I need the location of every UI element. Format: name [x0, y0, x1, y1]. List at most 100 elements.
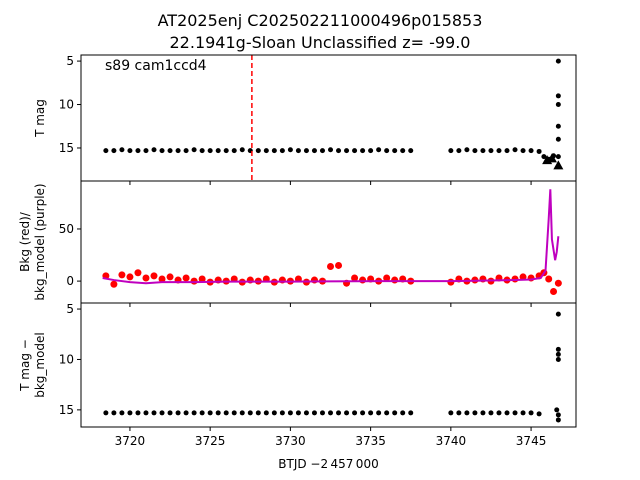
data-point — [127, 410, 133, 416]
plot-area — [103, 311, 561, 423]
data-point — [158, 275, 166, 283]
data-point — [520, 410, 526, 416]
data-point — [255, 410, 261, 416]
data-point — [472, 410, 478, 416]
data-point — [255, 148, 261, 154]
data-point — [555, 93, 561, 99]
x-tick-label: 3740 — [436, 434, 467, 448]
data-point — [103, 410, 109, 416]
data-point — [175, 410, 181, 416]
data-point — [191, 410, 197, 416]
data-point — [536, 148, 542, 154]
data-point — [541, 154, 547, 160]
data-point — [279, 410, 285, 416]
data-point — [555, 351, 561, 357]
data-point — [447, 278, 455, 286]
data-point — [143, 148, 149, 154]
data-point — [472, 148, 478, 154]
data-point — [126, 273, 134, 281]
data-point — [327, 263, 335, 271]
data-point — [127, 148, 133, 154]
y-tick-label: 10 — [59, 98, 74, 112]
data-point — [207, 148, 213, 154]
data-point — [118, 271, 126, 279]
data-point — [550, 288, 558, 296]
data-point — [392, 148, 398, 154]
data-point — [183, 148, 189, 154]
data-point — [303, 148, 309, 154]
data-point — [111, 148, 117, 154]
data-point — [554, 407, 560, 413]
data-point — [151, 147, 157, 153]
data-point — [359, 276, 367, 284]
data-point — [480, 410, 486, 416]
data-point — [134, 269, 142, 277]
data-point — [352, 148, 358, 154]
data-point — [199, 410, 205, 416]
data-point — [496, 148, 502, 154]
data-point — [111, 410, 117, 416]
data-point — [528, 410, 534, 416]
data-point — [528, 148, 534, 154]
data-point — [119, 147, 125, 153]
data-point — [392, 410, 398, 416]
data-point — [352, 410, 358, 416]
data-point — [368, 148, 374, 154]
data-point — [150, 272, 158, 280]
data-point — [199, 148, 205, 154]
data-point — [504, 410, 510, 416]
data-point — [464, 147, 470, 153]
chart-title: 22.1941g-Sloan Unclassified z= -99.0 — [170, 33, 471, 52]
data-point — [175, 148, 181, 154]
data-point — [519, 273, 527, 281]
data-point — [310, 276, 318, 284]
data-point — [555, 154, 561, 160]
data-point — [351, 274, 359, 282]
y-axis-label: T mag − — [18, 339, 32, 392]
axes-frame — [80, 180, 577, 304]
data-point — [336, 148, 342, 154]
data-point — [311, 148, 317, 154]
data-point — [464, 410, 470, 416]
data-point — [103, 148, 109, 154]
y-axis-label: bkg_model (purple) — [33, 183, 47, 300]
data-point — [167, 410, 173, 416]
y-tick-label: 15 — [59, 141, 74, 155]
data-point — [303, 410, 309, 416]
x-tick-label: 3725 — [195, 434, 226, 448]
y-axis-label: T mag — [33, 99, 47, 138]
data-point — [166, 273, 174, 281]
data-point — [110, 280, 118, 288]
data-point — [408, 148, 414, 154]
axes-frame — [80, 302, 577, 428]
data-point — [215, 410, 221, 416]
data-point — [555, 136, 561, 142]
data-point — [207, 410, 213, 416]
data-point — [263, 148, 269, 154]
data-point — [198, 275, 206, 283]
data-point — [143, 410, 149, 416]
model-line — [102, 189, 560, 285]
data-point — [231, 410, 237, 416]
data-point — [287, 147, 293, 153]
data-point — [319, 410, 325, 416]
y-tick-label: 0 — [66, 274, 74, 288]
data-point — [384, 410, 390, 416]
data-point — [223, 410, 229, 416]
data-point — [448, 148, 454, 154]
data-point — [554, 279, 562, 287]
y-tick-label: 5 — [66, 54, 74, 68]
data-point — [368, 410, 374, 416]
data-point — [488, 410, 494, 416]
data-point — [239, 410, 245, 416]
y-axis-label: Bkg (red)/ — [18, 211, 32, 272]
data-point — [360, 410, 366, 416]
data-point — [555, 417, 561, 423]
data-point — [191, 147, 197, 153]
data-point — [247, 410, 253, 416]
data-point — [279, 148, 285, 154]
data-point — [480, 148, 486, 154]
upper-limit-marker — [546, 153, 557, 163]
data-point — [555, 102, 561, 108]
